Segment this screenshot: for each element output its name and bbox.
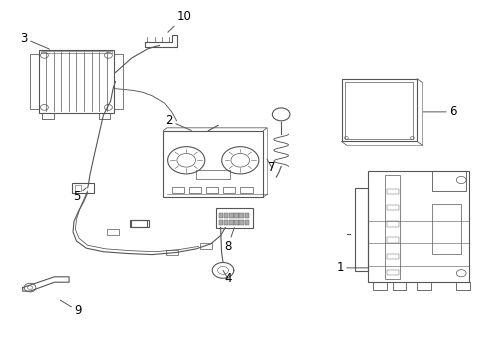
Bar bbox=[234, 220, 239, 225]
Text: 1: 1 bbox=[337, 261, 368, 274]
Bar bbox=[393, 282, 407, 290]
Bar bbox=[30, 54, 39, 109]
Bar bbox=[172, 187, 184, 193]
Bar bbox=[224, 220, 228, 225]
Bar bbox=[386, 175, 400, 279]
Bar bbox=[345, 82, 414, 139]
Text: 10: 10 bbox=[168, 10, 192, 32]
Bar bbox=[387, 270, 399, 275]
Bar bbox=[432, 204, 461, 255]
Bar bbox=[229, 213, 234, 218]
Bar bbox=[72, 183, 94, 193]
Bar bbox=[373, 282, 387, 290]
Bar bbox=[75, 185, 81, 191]
Text: 7: 7 bbox=[267, 159, 275, 174]
Bar bbox=[107, 229, 119, 235]
Bar bbox=[206, 187, 219, 193]
Bar bbox=[130, 220, 147, 227]
Bar bbox=[114, 54, 123, 109]
Text: 8: 8 bbox=[224, 228, 234, 253]
Bar bbox=[234, 213, 239, 218]
Bar bbox=[387, 205, 399, 211]
Bar bbox=[219, 213, 223, 218]
Bar bbox=[216, 208, 252, 228]
Bar bbox=[196, 170, 230, 179]
Bar bbox=[456, 282, 470, 290]
Bar bbox=[240, 213, 244, 218]
Bar bbox=[417, 282, 431, 290]
Bar bbox=[432, 171, 466, 191]
Bar bbox=[241, 187, 252, 193]
Bar bbox=[131, 220, 149, 227]
Text: 4: 4 bbox=[223, 270, 232, 285]
Bar bbox=[39, 50, 114, 113]
Text: 3: 3 bbox=[21, 32, 49, 49]
Bar bbox=[166, 249, 177, 255]
Bar bbox=[223, 187, 236, 193]
Bar bbox=[219, 220, 223, 225]
Bar bbox=[387, 221, 399, 226]
Bar bbox=[368, 171, 468, 282]
Text: 2: 2 bbox=[166, 114, 191, 131]
Text: 5: 5 bbox=[73, 188, 86, 203]
Bar bbox=[41, 51, 112, 53]
Bar bbox=[229, 220, 234, 225]
Bar bbox=[355, 188, 368, 271]
Bar bbox=[387, 253, 399, 259]
Bar bbox=[240, 220, 244, 225]
Text: 9: 9 bbox=[60, 300, 82, 318]
Bar bbox=[224, 213, 228, 218]
Bar bbox=[200, 243, 212, 249]
Text: 6: 6 bbox=[423, 105, 456, 118]
Bar bbox=[189, 187, 201, 193]
Bar bbox=[342, 79, 417, 141]
Bar bbox=[387, 237, 399, 243]
Bar bbox=[98, 113, 110, 119]
Bar bbox=[43, 113, 54, 119]
Bar bbox=[245, 213, 249, 218]
Bar bbox=[387, 189, 399, 194]
Bar bbox=[245, 220, 249, 225]
Bar bbox=[163, 131, 263, 197]
